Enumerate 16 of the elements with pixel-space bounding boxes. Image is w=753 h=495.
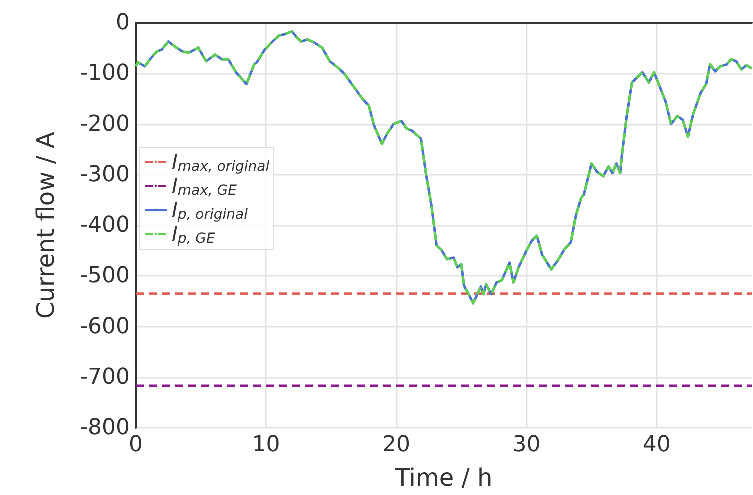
y-tick-label: -300: [80, 162, 130, 188]
x-tick-label: 40: [642, 432, 671, 458]
y-tick-label: -200: [80, 112, 130, 137]
x-tick-label: 30: [512, 432, 541, 458]
x-tick-label: 20: [382, 432, 410, 458]
y-tick-label: -600: [80, 314, 130, 340]
line-series: [134, 30, 753, 305]
y-tick-label: -700: [80, 364, 130, 390]
y-axis-title: Current flow / A: [32, 131, 60, 319]
x-axis-title: Time / h: [394, 464, 493, 492]
x-tick-label: 10: [252, 432, 280, 458]
y-tick-label: -400: [80, 213, 130, 238]
y-tick-label: -100: [80, 61, 130, 86]
y-tick-label: -800: [80, 416, 130, 440]
y-tick-label: 0: [116, 10, 130, 36]
y-tick-label: -500: [80, 264, 130, 289]
